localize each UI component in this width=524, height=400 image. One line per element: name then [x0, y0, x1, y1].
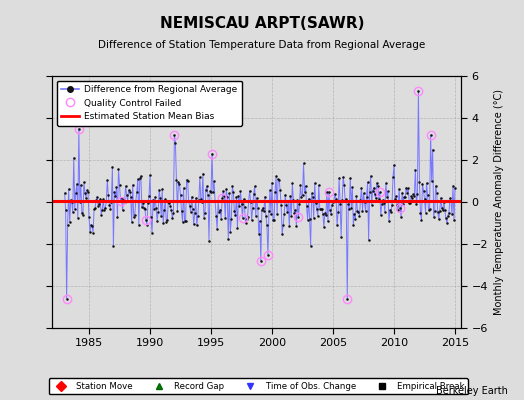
Y-axis label: Monthly Temperature Anomaly Difference (°C): Monthly Temperature Anomaly Difference (… [494, 89, 504, 315]
Text: Difference of Station Temperature Data from Regional Average: Difference of Station Temperature Data f… [99, 40, 425, 50]
Text: NEMISCAU ARPT(SAWR): NEMISCAU ARPT(SAWR) [160, 16, 364, 31]
Legend: Station Move, Record Gap, Time of Obs. Change, Empirical Break: Station Move, Record Gap, Time of Obs. C… [49, 378, 468, 394]
Text: Berkeley Earth: Berkeley Earth [436, 386, 508, 396]
